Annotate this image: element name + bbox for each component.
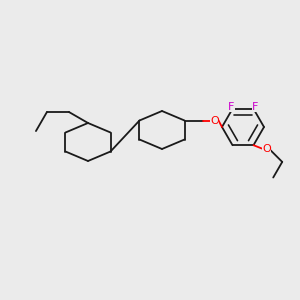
Text: F: F [252, 102, 259, 112]
Text: F: F [228, 102, 235, 112]
Text: O: O [262, 144, 271, 154]
Text: O: O [210, 116, 219, 125]
